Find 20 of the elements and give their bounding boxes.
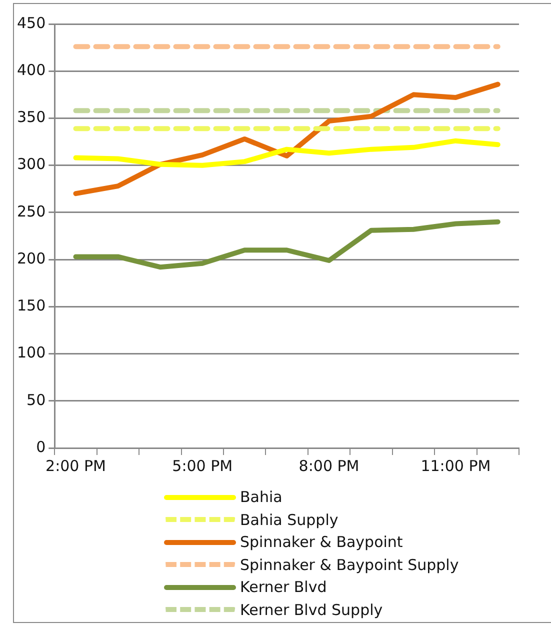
y-tick-label: 150 <box>16 296 46 315</box>
y-tick-label: 400 <box>16 61 46 79</box>
legend-label: Bahia <box>240 487 282 508</box>
legend-label: Spinnaker & Baypoint <box>240 532 403 553</box>
x-tick-label: 5:00 PM <box>172 456 233 475</box>
x-tick-label: 11:00 PM <box>420 456 491 475</box>
x-tick-label: 2:00 PM <box>46 456 106 475</box>
y-tick-label: 0 <box>36 438 46 456</box>
legend-label: Kerner Blvd <box>240 577 327 598</box>
legend-label: Kerner Blvd Supply <box>240 600 383 620</box>
y-tick-label: 450 <box>16 14 46 32</box>
y-tick-label: 200 <box>16 249 46 268</box>
y-tick-label: 300 <box>16 155 46 174</box>
legend-label: Bahia Supply <box>240 510 338 530</box>
y-tick-label: 50 <box>26 390 46 409</box>
x-tick-label: 8:00 PM <box>298 456 360 475</box>
y-tick-label: 250 <box>16 202 46 220</box>
legend-label: Spinnaker & Baypoint Supply <box>240 554 459 576</box>
y-tick-label: 100 <box>16 344 46 362</box>
y-tick-label: 350 <box>16 108 46 126</box>
